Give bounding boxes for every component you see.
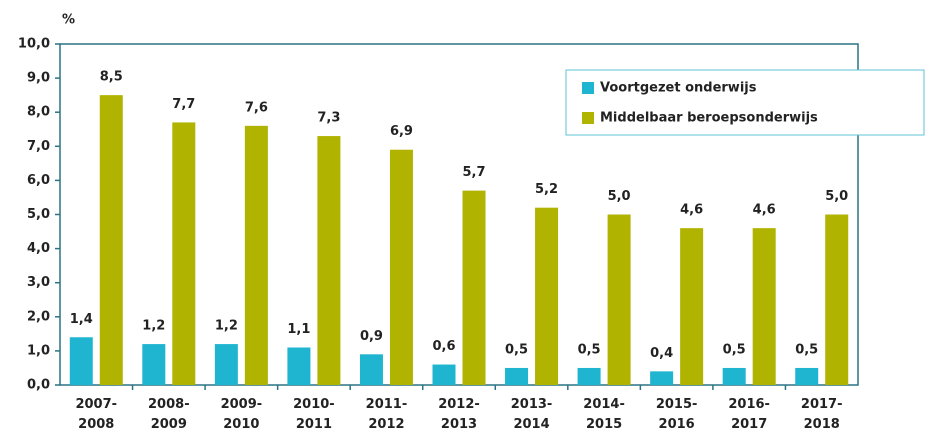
bar — [535, 207, 559, 385]
x-tick-label: 2015- 2016 — [655, 397, 698, 432]
bar — [214, 344, 238, 385]
y-tick-label: 2,0 — [27, 309, 50, 324]
bar — [244, 125, 268, 385]
value-label: 1,2 — [142, 319, 165, 334]
bar — [752, 228, 776, 385]
y-tick-label: 9,0 — [27, 71, 50, 86]
y-tick-label: 7,0 — [27, 139, 50, 154]
y-axis-label: % — [62, 13, 75, 28]
value-label: 4,6 — [680, 203, 703, 218]
value-label: 5,7 — [462, 165, 485, 180]
x-tick-label: 2010- 2011 — [293, 397, 335, 432]
legend-box — [565, 69, 925, 136]
y-tick-label: 10,0 — [18, 37, 50, 52]
y-tick-label: 0,0 — [27, 378, 50, 393]
x-tick-label: 2011- 2012 — [365, 397, 408, 432]
bar — [650, 371, 674, 385]
bar — [287, 347, 311, 385]
x-tick-label: 2012- 2013 — [438, 397, 480, 432]
y-tick-label: 3,0 — [27, 275, 50, 290]
x-tick-label: 2009- 2010 — [220, 397, 263, 432]
bar — [607, 214, 631, 385]
bar — [172, 122, 196, 386]
bar — [359, 354, 383, 385]
value-label: 0,5 — [578, 342, 601, 357]
value-label: 5,2 — [535, 182, 558, 197]
bar — [722, 367, 746, 385]
value-label: 0,5 — [505, 342, 528, 357]
value-label: 0,5 — [795, 342, 818, 357]
legend-label: Voortgezet onderwijs — [600, 81, 757, 96]
y-tick-label: 6,0 — [27, 173, 50, 188]
value-label: 8,5 — [100, 70, 123, 85]
y-tick-label: 4,0 — [27, 241, 50, 256]
value-label: 7,7 — [172, 97, 195, 112]
x-tick-label: 2014- 2015 — [583, 397, 625, 432]
bar — [317, 136, 341, 385]
y-tick-label: 5,0 — [27, 207, 50, 222]
bar — [389, 149, 413, 385]
value-label: 1,1 — [287, 322, 310, 337]
value-label: 0,4 — [650, 346, 673, 361]
value-label: 5,0 — [825, 189, 848, 204]
bar — [462, 190, 486, 385]
value-label: 1,2 — [215, 319, 238, 334]
value-label: 6,9 — [390, 124, 413, 139]
x-tick-label: 2007- 2008 — [75, 397, 118, 432]
value-label: 5,0 — [608, 189, 631, 204]
value-label: 4,6 — [753, 203, 776, 218]
x-tick-label: 2013- 2014 — [510, 397, 553, 432]
value-label: 7,6 — [245, 100, 268, 115]
bar — [825, 214, 849, 385]
bar — [577, 367, 601, 385]
bar — [795, 367, 819, 385]
legend-label: Middelbaar beroepsonderwijs — [600, 111, 818, 126]
bar — [142, 344, 166, 385]
legend-swatch — [582, 112, 594, 124]
value-label: 7,3 — [317, 111, 340, 126]
y-tick-label: 1,0 — [27, 343, 50, 358]
bar — [99, 95, 123, 386]
x-tick-label: 2016- 2017 — [728, 397, 770, 432]
value-label: 0,6 — [432, 339, 455, 354]
bar — [505, 367, 529, 385]
x-tick-label: 2008- 2009 — [148, 397, 190, 432]
value-label: 0,9 — [360, 329, 383, 344]
y-tick-label: 8,0 — [27, 105, 50, 120]
value-label: 1,4 — [70, 312, 93, 327]
bar — [432, 364, 456, 385]
value-label: 0,5 — [723, 342, 746, 357]
bar — [69, 337, 93, 385]
bar — [680, 228, 704, 385]
legend-swatch — [582, 82, 594, 94]
x-tick-label: 2017- 2018 — [800, 397, 843, 432]
